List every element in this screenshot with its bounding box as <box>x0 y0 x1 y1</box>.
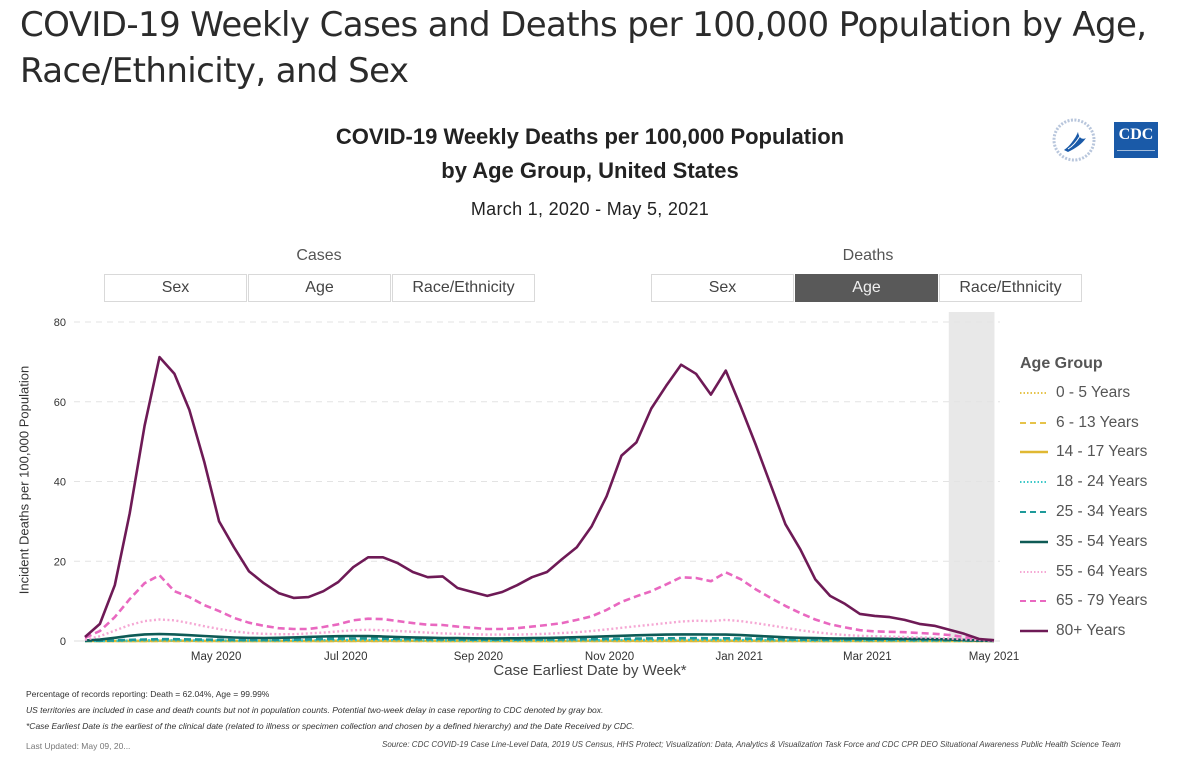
legend-label: 18 - 24 Years <box>1056 473 1148 491</box>
legend-label: 6 - 13 Years <box>1056 413 1139 431</box>
legend-label: 35 - 54 Years <box>1056 532 1148 550</box>
chart-subtitle: March 1, 2020 - May 5, 2021 <box>470 199 710 219</box>
legend-swatch-65-79-years-icon <box>1020 600 1048 603</box>
x-tick-label: May 2021 <box>969 651 1020 663</box>
x-tick-label: May 2020 <box>191 651 242 663</box>
legend-item-18-24-years[interactable]: 18 - 24 Years <box>1020 467 1170 497</box>
legend-item-25-34-years[interactable]: 25 - 34 Years <box>1020 497 1170 527</box>
legend-swatch-55-64-years-icon <box>1020 570 1048 573</box>
reporting-delay-box <box>948 312 995 641</box>
cases-sex-button[interactable]: Sex <box>104 274 247 302</box>
chart-title: COVID-19 Weekly Deaths per 100,000 Popul… <box>335 124 845 149</box>
y-tick-label: 0 <box>60 636 66 648</box>
cases-toggle-group: Sex Age Race/Ethnicity <box>104 274 536 302</box>
legend-label: 65 - 79 Years <box>1056 592 1148 610</box>
logos: CDC <box>1052 118 1162 162</box>
legend-swatch-0-5-years-icon <box>1020 391 1048 394</box>
territories-note: US territories are included in case and … <box>26 705 604 715</box>
last-updated: Last Updated: May 09, 20... <box>26 741 131 751</box>
deaths-age-button[interactable]: Age <box>795 274 938 302</box>
y-tick-label: 40 <box>54 477 66 489</box>
legend-swatch-18-24-years-icon <box>1020 481 1048 484</box>
deaths-race-ethnicity-button[interactable]: Race/Ethnicity <box>939 274 1082 302</box>
legend-swatch-80-years-icon <box>1020 630 1048 633</box>
legend-swatch-6-13-years-icon <box>1020 421 1048 424</box>
legend-item-80-years[interactable]: 80+ Years <box>1020 616 1170 646</box>
reporting-percentage-note: Percentage of records reporting: Death =… <box>26 689 270 699</box>
series-line-80-years[interactable] <box>84 355 995 642</box>
page-title: COVID-19 Weekly Cases and Deaths per 100… <box>20 5 1147 91</box>
y-tick-label: 80 <box>54 317 66 329</box>
legend-item-6-13-years[interactable]: 6 - 13 Years <box>1020 408 1170 438</box>
legend-label: 55 - 64 Years <box>1056 562 1148 580</box>
deaths-sex-button[interactable]: Sex <box>651 274 794 302</box>
y-tick-label: 60 <box>54 397 66 409</box>
legend-label: 14 - 17 Years <box>1056 443 1148 461</box>
series-line-25-34-years[interactable] <box>84 636 995 643</box>
legend-label: 25 - 34 Years <box>1056 503 1148 521</box>
legend-title: Age Group <box>1020 355 1103 372</box>
cases-age-button[interactable]: Age <box>248 274 391 302</box>
legend-swatch-25-34-years-icon <box>1020 511 1048 514</box>
legend-swatch-35-54-years-icon <box>1020 540 1048 544</box>
cases-group-label: Cases <box>296 247 342 264</box>
legend-item-0-5-years[interactable]: 0 - 5 Years <box>1020 378 1170 408</box>
chart-title-line2: by Age Group, United States <box>441 158 739 183</box>
legend-label: 80+ Years <box>1056 622 1126 640</box>
cdc-logo: CDC <box>1114 122 1158 158</box>
legend-item-14-17-years[interactable]: 14 - 17 Years <box>1020 438 1170 468</box>
x-tick-label: Mar 2021 <box>843 651 892 663</box>
legend-label: 0 - 5 Years <box>1056 383 1131 401</box>
series-line-65-79-years[interactable] <box>84 571 995 642</box>
legend: Age Group 0 - 5 Years 6 - 13 Years 14 - 17… <box>1020 352 1170 646</box>
deaths-toggle-group: Sex Age Race/Ethnicity <box>651 274 1083 302</box>
cdc-logo-text: CDC <box>1118 126 1154 143</box>
deaths-group-label: Deaths <box>842 247 894 264</box>
x-tick-label: Sep 2020 <box>454 651 503 663</box>
x-axis-label: Case Earliest Date by Week* <box>493 662 687 679</box>
source-note: Source: CDC COVID-19 Case Line-Level Dat… <box>382 740 1121 749</box>
x-tick-label: Nov 2020 <box>585 651 634 663</box>
cdc-logo-subtext <box>1117 150 1155 155</box>
legend-item-65-79-years[interactable]: 65 - 79 Years <box>1020 587 1170 617</box>
date-definition-note: *Case Earliest Date is the earliest of t… <box>26 721 635 731</box>
series-line-35-54-years[interactable] <box>84 632 995 643</box>
y-tick-label: 20 <box>54 556 66 568</box>
x-tick-label: Jul 2020 <box>324 651 367 663</box>
legend-item-35-54-years[interactable]: 35 - 54 Years <box>1020 527 1170 557</box>
legend-swatch-14-17-years-icon <box>1020 451 1048 454</box>
cases-race-ethnicity-button[interactable]: Race/Ethnicity <box>392 274 535 302</box>
legend-item-55-64-years[interactable]: 55 - 64 Years <box>1020 557 1170 587</box>
hhs-eagle-logo-icon <box>1052 118 1096 162</box>
x-tick-label: Jan 2021 <box>716 651 763 663</box>
